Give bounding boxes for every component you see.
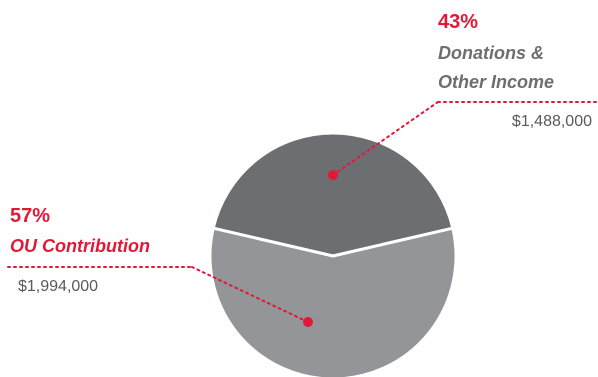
amount-label-donations: $1,488,000 [512,113,592,130]
amount-label-ou: $1,994,000 [18,278,98,295]
slice-donations [211,131,455,258]
slice-label-donations-line1: Donations & [438,43,544,63]
slice-label-donations-line2: Other Income [438,72,554,92]
marker-dot-ou [303,317,313,327]
percent-label-ou: 57% [10,205,50,227]
slice-ou-contribution [208,226,458,377]
callout-donations: 43% Donations & Other Income $1,488,000 [328,11,597,180]
slice-label-ou: OU Contribution [10,236,150,256]
callout-ou: 57% OU Contribution $1,994,000 [7,205,313,327]
percent-label-donations: 43% [438,11,478,33]
marker-dot-donations [328,170,338,180]
